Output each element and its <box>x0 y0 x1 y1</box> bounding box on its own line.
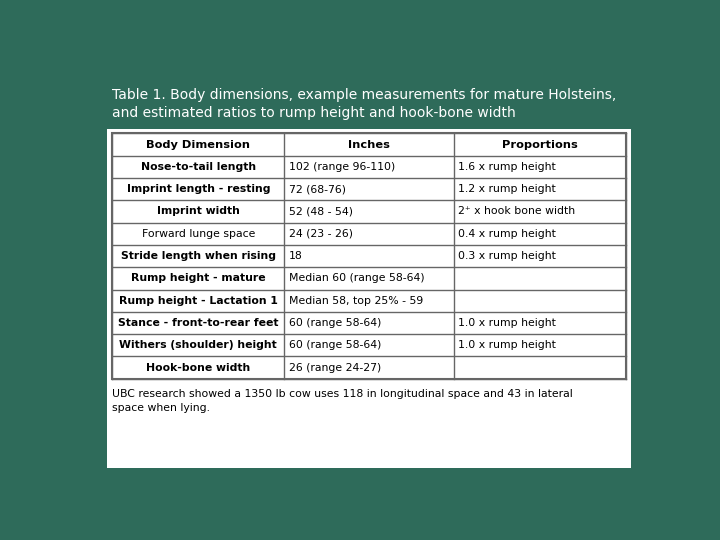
Text: Stance - front-to-rear feet: Stance - front-to-rear feet <box>118 318 279 328</box>
Text: 52 (48 - 54): 52 (48 - 54) <box>289 206 353 217</box>
Text: Table 1. Body dimensions, example measurements for mature Holsteins,: Table 1. Body dimensions, example measur… <box>112 87 616 102</box>
Text: Forward lunge space: Forward lunge space <box>142 229 255 239</box>
Text: and estimated ratios to rump height and hook-bone width: and estimated ratios to rump height and … <box>112 106 516 120</box>
Text: Hook-bone width: Hook-bone width <box>146 362 251 373</box>
Text: 0.4 x rump height: 0.4 x rump height <box>458 229 556 239</box>
Text: 102 (range 96-110): 102 (range 96-110) <box>289 162 395 172</box>
FancyBboxPatch shape <box>112 133 626 379</box>
Text: Stride length when rising: Stride length when rising <box>121 251 276 261</box>
Text: 0.3 x rump height: 0.3 x rump height <box>458 251 556 261</box>
Text: 1.0 x rump height: 1.0 x rump height <box>458 318 556 328</box>
Text: 26 (range 24-27): 26 (range 24-27) <box>289 362 381 373</box>
Text: Rump height - Lactation 1: Rump height - Lactation 1 <box>119 296 278 306</box>
Text: Rump height - mature: Rump height - mature <box>131 273 266 284</box>
FancyBboxPatch shape <box>107 129 631 468</box>
Text: 72 (68-76): 72 (68-76) <box>289 184 346 194</box>
Text: 18: 18 <box>289 251 302 261</box>
Text: 60 (range 58-64): 60 (range 58-64) <box>289 318 381 328</box>
Text: 1.0 x rump height: 1.0 x rump height <box>458 340 556 350</box>
Text: Inches: Inches <box>348 139 390 150</box>
Text: Median 58, top 25% - 59: Median 58, top 25% - 59 <box>289 296 423 306</box>
Text: Withers (shoulder) height: Withers (shoulder) height <box>120 340 277 350</box>
Text: 2⁺ x hook bone width: 2⁺ x hook bone width <box>458 206 575 217</box>
Text: Median 60 (range 58-64): Median 60 (range 58-64) <box>289 273 424 284</box>
Text: Imprint width: Imprint width <box>157 206 240 217</box>
Text: Proportions: Proportions <box>502 139 577 150</box>
Text: 1.6 x rump height: 1.6 x rump height <box>458 162 556 172</box>
Text: UBC research showed a 1350 lb cow uses 118 in longitudinal space and 43 in later: UBC research showed a 1350 lb cow uses 1… <box>112 389 573 413</box>
Text: Nose-to-tail length: Nose-to-tail length <box>140 162 256 172</box>
Text: 1.2 x rump height: 1.2 x rump height <box>458 184 556 194</box>
Text: 60 (range 58-64): 60 (range 58-64) <box>289 340 381 350</box>
Text: Imprint length - resting: Imprint length - resting <box>127 184 270 194</box>
Text: 24 (23 - 26): 24 (23 - 26) <box>289 229 353 239</box>
Text: Body Dimension: Body Dimension <box>146 139 251 150</box>
